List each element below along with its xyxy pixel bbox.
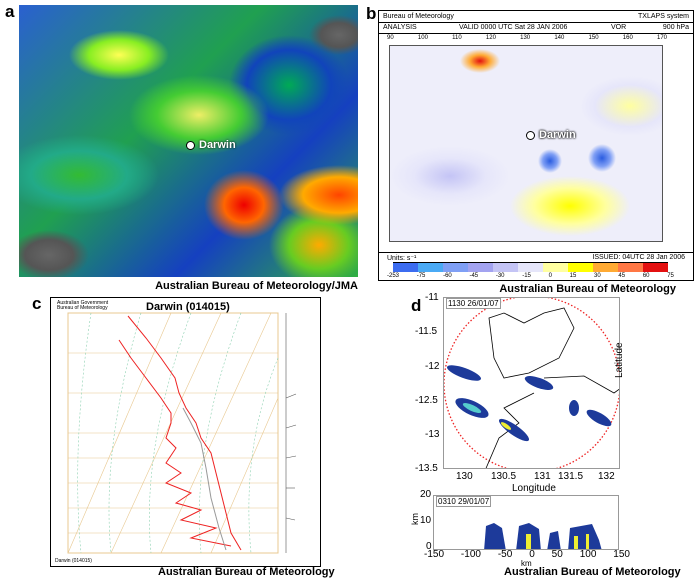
panel-a-label: a — [5, 2, 15, 21]
darwin-label: Darwin — [199, 139, 236, 151]
scale-label: -60 — [443, 273, 452, 279]
bom-logo-text: Australian Government Bureau of Meteorol… — [57, 300, 109, 311]
lon-tick: 130 — [520, 35, 531, 41]
scale-label: -75 — [416, 273, 426, 279]
header-left: Bureau of Meteorology — [383, 13, 454, 20]
darwin-marker-b: Darwin — [526, 129, 576, 141]
scale-label: 45 — [618, 273, 626, 279]
field-label: VOR — [611, 24, 627, 31]
panel-c-label: c — [32, 294, 42, 313]
x-tick: -150 — [424, 549, 445, 560]
x-tick: -50 — [497, 549, 513, 560]
lon-tick: 170 — [656, 35, 667, 41]
credit-b: Australian Bureau of Meteorology — [499, 283, 676, 295]
scale-swatch — [618, 263, 643, 272]
x-tick: 130.5 — [491, 471, 517, 482]
scale-label: -30 — [495, 273, 505, 279]
scale-label: 60 — [642, 273, 650, 279]
scale-swatch — [493, 263, 518, 272]
scale-swatch — [443, 263, 468, 272]
credit-a: Australian Bureau of Meteorology/JMA — [155, 280, 358, 292]
x-tick: 0 — [529, 549, 535, 560]
credit-c: Australian Bureau of Meteorology — [158, 566, 335, 578]
y-tick: -12 — [425, 361, 440, 372]
lon-tick: 120 — [485, 35, 496, 41]
timestamp-bottom: 0310 29/01/07 — [436, 496, 492, 507]
location-dot-icon — [186, 140, 195, 150]
y-axis-label: Latitude — [614, 342, 625, 378]
panel-b-label: b — [366, 4, 377, 23]
scale-label: 75 — [667, 273, 674, 279]
scale-swatch — [518, 263, 543, 272]
header-right: TXLAPS system — [638, 13, 689, 20]
x-tick: 131.5 — [558, 471, 584, 482]
panel-d-label: d — [411, 296, 422, 315]
scale-label: 0 — [548, 273, 552, 279]
y-tick: 0 — [426, 541, 432, 552]
x-axis-label: km — [521, 559, 532, 568]
x-tick: 150 — [613, 549, 630, 560]
vorticity-map: Bureau of Meteorology TXLAPS system ANAL… — [378, 10, 694, 281]
sounding-title: Darwin (014015) — [146, 301, 230, 313]
location-dot-icon — [526, 130, 535, 140]
radar-ppi-plot — [443, 297, 620, 469]
lon-tick: 140 — [554, 35, 565, 41]
scale-swatch — [543, 263, 568, 272]
scale-swatch — [593, 263, 618, 272]
x-tick: 130 — [456, 471, 473, 482]
analysis-label: ANALYSIS — [383, 24, 417, 31]
lon-tick: 110 — [452, 35, 462, 41]
lon-tick: 150 — [588, 35, 599, 41]
x-tick: 50 — [551, 549, 563, 560]
scale-label: -45 — [469, 273, 479, 279]
scale-swatch — [568, 263, 593, 272]
x-tick: 100 — [579, 549, 597, 560]
lon-tick: 160 — [622, 35, 633, 41]
x-tick: 132 — [598, 471, 615, 482]
units-label: Units: s⁻¹ — [387, 255, 417, 262]
level-label: 900 hPa — [662, 24, 689, 31]
x-tick: -100 — [460, 549, 481, 560]
scale-label: 30 — [594, 273, 601, 279]
scale-swatch — [468, 263, 493, 272]
scale-swatch — [643, 263, 668, 272]
color-scale-labels: -253 -75 -60 -45 -30 -15 0 15 30 45 60 75 — [387, 273, 674, 279]
lon-tick: 90 — [387, 35, 394, 41]
timestamp-top: 1130 26/01/07 — [446, 298, 501, 309]
scale-swatch — [393, 263, 418, 272]
issued-label: ISSUED: 04UTC 28 Jan 2006 — [592, 254, 685, 261]
y-tick: -11 — [425, 292, 439, 303]
darwin-marker-a: Darwin — [186, 139, 236, 151]
scale-swatch — [418, 263, 443, 272]
y-tick: -11.5 — [415, 326, 438, 337]
scale-label: -15 — [522, 273, 531, 279]
scale-label: 15 — [569, 273, 577, 279]
color-scale — [393, 262, 668, 272]
x-axis-label: Longitude — [512, 483, 556, 494]
valid-time: VALID 0000 UTC Sat 28 JAN 2006 — [459, 24, 568, 31]
footer-station: Darwin (014015) — [55, 558, 92, 564]
y-tick: 20 — [420, 489, 432, 500]
skewt-diagram: Australian Government Bureau of Meteorol… — [50, 297, 321, 567]
y-axis-label: km — [410, 513, 420, 525]
y-tick: -12.5 — [415, 395, 438, 406]
darwin-label: Darwin — [539, 129, 576, 141]
y-tick: -13.5 — [415, 463, 438, 474]
credit-d: Australian Bureau of Meteorology — [504, 566, 681, 578]
scale-label: -253 — [387, 273, 400, 279]
y-tick: -13 — [425, 429, 440, 440]
y-tick: 10 — [420, 515, 432, 526]
x-tick: 131 — [534, 471, 551, 482]
skewt-plot — [67, 312, 297, 554]
lon-tick: 100 — [417, 35, 428, 41]
